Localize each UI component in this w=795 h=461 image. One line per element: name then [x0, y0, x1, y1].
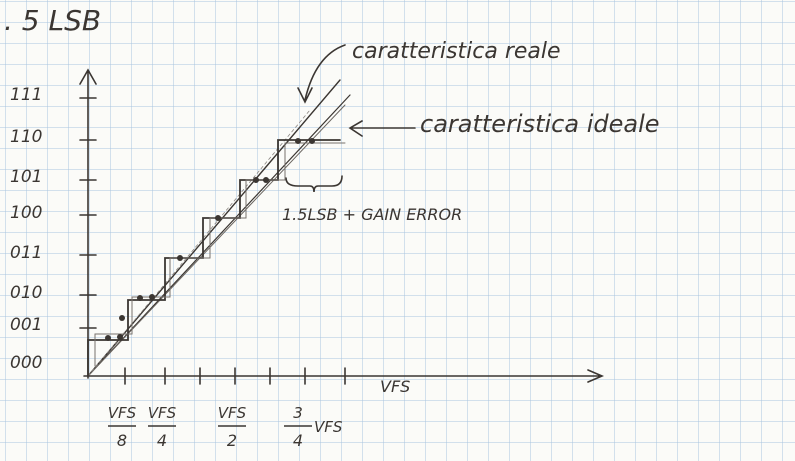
annotation: 1.5LSB + GAIN ERROR	[282, 205, 462, 224]
x-label-num: 3	[293, 404, 303, 422]
x-label-den: 4	[157, 431, 167, 450]
title: . 5 LSB	[4, 4, 101, 37]
x-label-num: VFS	[108, 404, 137, 422]
x-label-den: 4	[293, 431, 303, 450]
label-ideal: caratteristica ideale	[420, 110, 660, 138]
x-label-den: 8	[117, 431, 127, 450]
label-real: caratteristica reale	[352, 39, 561, 64]
x-label-suffix: VFS	[314, 418, 343, 436]
page: {"header": {"title": ". 5 LSB"}, "labels…	[0, 0, 795, 461]
notebook-sketch: . 5 LSB caratteristica reale caratterist…	[0, 0, 795, 461]
y-code: 111	[10, 85, 42, 105]
x-label: VFS	[380, 377, 410, 396]
x-label-num: VFS	[148, 404, 177, 422]
y-code: 010	[10, 283, 42, 303]
y-code: 101	[10, 167, 42, 187]
y-code: 001	[10, 315, 42, 335]
y-code: 100	[10, 203, 42, 223]
x-label-num: VFS	[218, 404, 247, 422]
y-code: 011	[10, 243, 42, 263]
y-code: 110	[10, 127, 42, 147]
x-label-den: 2	[227, 431, 237, 450]
y-code: 000	[10, 353, 42, 373]
